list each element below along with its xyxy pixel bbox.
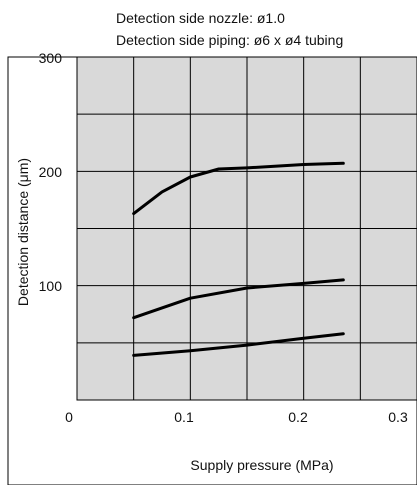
chart-annotation-piping: Detection side piping: ø6 x ø4 tubing bbox=[116, 32, 343, 48]
plot-border bbox=[76, 56, 417, 401]
series-line-1 bbox=[132, 161, 345, 216]
x-tick-0: 0 bbox=[65, 409, 73, 425]
y-tick-100: 100 bbox=[39, 278, 63, 294]
x-tick-0.1: 0.1 bbox=[174, 409, 194, 425]
x-tick-0.3: 0.3 bbox=[388, 409, 408, 425]
x-tick-0.2: 0.2 bbox=[288, 409, 308, 425]
frame bbox=[7, 56, 417, 485]
y-tick-300: 300 bbox=[39, 50, 63, 66]
grid-lines bbox=[77, 57, 417, 400]
y-tick-200: 200 bbox=[39, 164, 63, 180]
series-line-3 bbox=[132, 332, 345, 357]
x-axis-label: Supply pressure (MPa) bbox=[190, 457, 333, 473]
y-axis-label: Detection distance (μm) bbox=[15, 158, 31, 306]
chart-annotation-nozzle: Detection side nozzle: ø1.0 bbox=[116, 10, 285, 26]
series-lines bbox=[132, 161, 345, 357]
series-line-2 bbox=[132, 278, 345, 320]
